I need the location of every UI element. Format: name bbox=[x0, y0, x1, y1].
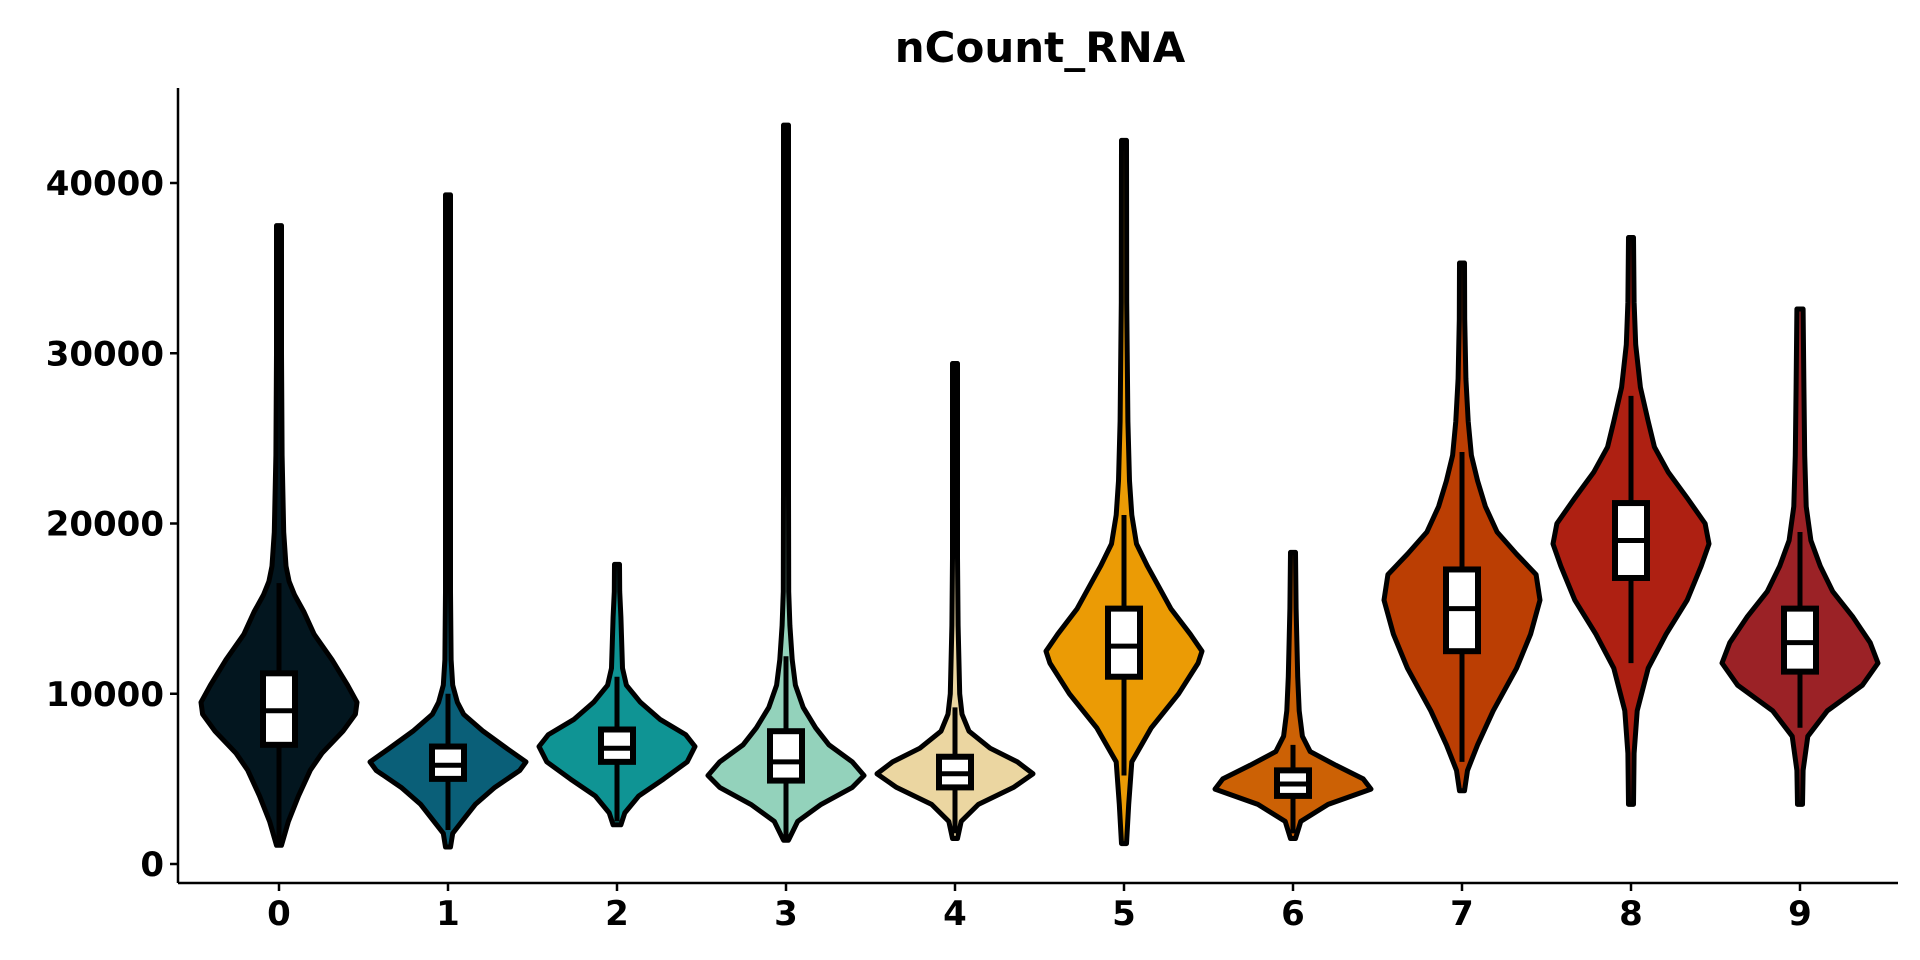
y-tick-label: 0 bbox=[140, 845, 164, 885]
violin-group-4 bbox=[874, 361, 1036, 841]
x-tick-label: 7 bbox=[1450, 894, 1474, 934]
iqr-box bbox=[429, 743, 467, 782]
violin-group-7 bbox=[1381, 260, 1543, 794]
x-tick-label: 9 bbox=[1788, 894, 1812, 934]
x-tick-label: 4 bbox=[943, 894, 967, 934]
violin-body bbox=[367, 192, 529, 850]
chart-title: nCount_RNA bbox=[895, 23, 1186, 72]
iqr-box bbox=[598, 726, 636, 765]
x-tick-label: 1 bbox=[436, 894, 460, 934]
violin-body bbox=[1212, 549, 1374, 841]
violin-body bbox=[705, 122, 867, 843]
violin-body bbox=[198, 223, 360, 848]
x-tick-label: 5 bbox=[1112, 894, 1136, 934]
y-tick-label: 30000 bbox=[46, 334, 164, 374]
violin-group-6 bbox=[1212, 549, 1374, 841]
violin-body bbox=[874, 361, 1036, 841]
y-tick-label: 10000 bbox=[46, 675, 164, 715]
violin-group-8 bbox=[1550, 235, 1712, 807]
violin-group-9 bbox=[1719, 306, 1881, 807]
violin-group-5 bbox=[1043, 137, 1205, 847]
y-tick-label: 40000 bbox=[46, 164, 164, 204]
violin-group-1 bbox=[367, 192, 529, 850]
violin-group-0 bbox=[198, 223, 360, 848]
x-tick-label: 3 bbox=[774, 894, 798, 934]
iqr-box bbox=[1781, 605, 1819, 675]
x-tick-label: 8 bbox=[1619, 894, 1643, 934]
plot-area bbox=[198, 122, 1881, 850]
y-tick-label: 20000 bbox=[46, 505, 164, 545]
iqr-box bbox=[1105, 605, 1143, 680]
violin-group-2 bbox=[536, 561, 698, 828]
x-tick-label: 6 bbox=[1281, 894, 1305, 934]
x-tick-label: 0 bbox=[267, 894, 291, 934]
x-tick-label: 2 bbox=[605, 894, 629, 934]
axes: 0 10000 20000 30000 40000 0 1 2 3 4 5 6 7 8 9 bbox=[46, 88, 1898, 934]
violin-group-3 bbox=[705, 122, 867, 843]
iqr-box bbox=[767, 728, 805, 784]
violin-body bbox=[1043, 137, 1205, 847]
